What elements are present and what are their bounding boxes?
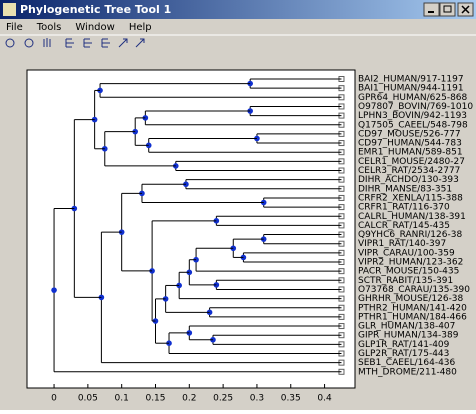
leaf-label: CALCR_RAT/145-435 [358,221,450,231]
zoom-in-button[interactable] [5,38,15,48]
leaf-label: CRFR2_XENLA/115-388 [358,193,463,203]
leaf-label: PTHR2_HUMAN/141-420 [358,303,467,313]
leaf-label: GLP2R_RAT/175-443 [358,349,449,359]
node [260,199,267,206]
leaf-label: SCTR_RABIT/135-391 [358,276,453,286]
leaf-label: BAI2_HUMAN/917-1197 [358,75,464,85]
plot: 0 0.05 0.1 0.15 0.2 0.25 0.3 0.35 0.4 BAI2_HUMAN/… [51,75,473,404]
x-tick-label: 0.15 [145,394,165,404]
x-tick-label: 0 [51,394,57,404]
leaf-label: GPR64_HUMAN/625-868 [358,93,468,103]
axes [26,69,356,389]
x-tick-label: 0.3 [250,394,264,404]
x-tick-label: 0.4 [317,394,332,404]
leaf-label: MTH_DROME/211-480 [358,367,457,377]
tool-button[interactable] [65,38,74,48]
leaf-label: BAI1_HUMAN/944-1191 [358,84,464,94]
leaf-label: LPHN3_BOVIN/942-1193 [358,111,467,121]
minimize-button[interactable] [423,2,440,17]
leaf-label: VIPR1_RAT/140-397 [358,239,446,249]
leaf-label: DIHR_MANSE/83-351 [358,184,452,194]
icon [461,5,470,14]
leaf-label: CELR1_MOUSE/2480-27 [358,157,465,167]
menu-item[interactable]: File [6,22,23,33]
leaf-label: GHRHR_MOUSE/126-38 [358,294,464,304]
maximize-button[interactable] [439,2,456,17]
leaf-label: DIHR_ACHDO/130-393 [358,175,459,185]
leaf-label: VIPR_CARAU/100-359 [358,248,455,258]
app-icon [3,3,16,16]
leaf-label: CALRL_HUMAN/138-391 [358,212,466,222]
tool-button[interactable] [118,38,128,48]
window-buttons [423,2,474,17]
leaf-label: PACR_MOUSE/150-435 [358,267,459,277]
leaf-label: GLR_HUMAN/138-407 [358,322,455,332]
x-tick-label: 0.25 [213,394,233,404]
leaf-label: CD97_HUMAN/544-783 [358,139,462,149]
zoom-out-button[interactable] [24,38,34,48]
leaf-label: VIPR2_HUMAN/123-362 [358,258,463,268]
menu-item[interactable]: Help [129,22,152,33]
x-tick-label: 0.05 [78,394,98,404]
leaf-label: O97807_BOVIN/769-1010 [358,102,473,112]
menu-bar: File Tools Window Help [6,22,152,33]
leaf-label: CELR3_RAT/2534-2777 [358,166,460,176]
leaf-label: EMR1_HUMAN/589-851 [358,148,463,158]
menu-item[interactable]: Tools [36,22,62,33]
toolbar [5,38,145,48]
tool-button[interactable] [83,38,92,48]
leaf-label: SEB1_CAEEL/164-436 [358,358,456,368]
leaf-label: GIPR_HUMAN/134-389 [358,331,459,341]
menu-item[interactable]: Window [75,22,114,33]
pan-button[interactable] [43,38,51,47]
leaf-label: GLP1R_RAT/141-409 [358,340,450,350]
icon [443,5,452,13]
x-tick-label: 0.35 [281,394,301,404]
leaf-label: CRFR1_RAT/116-370 [358,203,450,213]
x-tick-label: 0.1 [115,394,129,404]
leaf-label: PTHR1_HUMAN/184-466 [358,312,467,322]
leaf-label: O73768_CARAU/135-390 [358,285,470,295]
node [260,236,267,242]
leaf-label: CD97_MOUSE/526-777 [358,129,461,139]
leaf-label: Q17505_CAEEL/548-798 [358,120,468,130]
x-tick-label: 0.2 [182,394,196,404]
tool-button[interactable] [101,38,110,48]
node [51,287,57,293]
tool-button[interactable] [135,38,145,48]
window-title: Phylogenetic Tree Tool 1 [20,3,171,16]
leaf-label: Q9YHC6_RANRI/126-38 [358,230,462,240]
title-bar [0,0,476,19]
